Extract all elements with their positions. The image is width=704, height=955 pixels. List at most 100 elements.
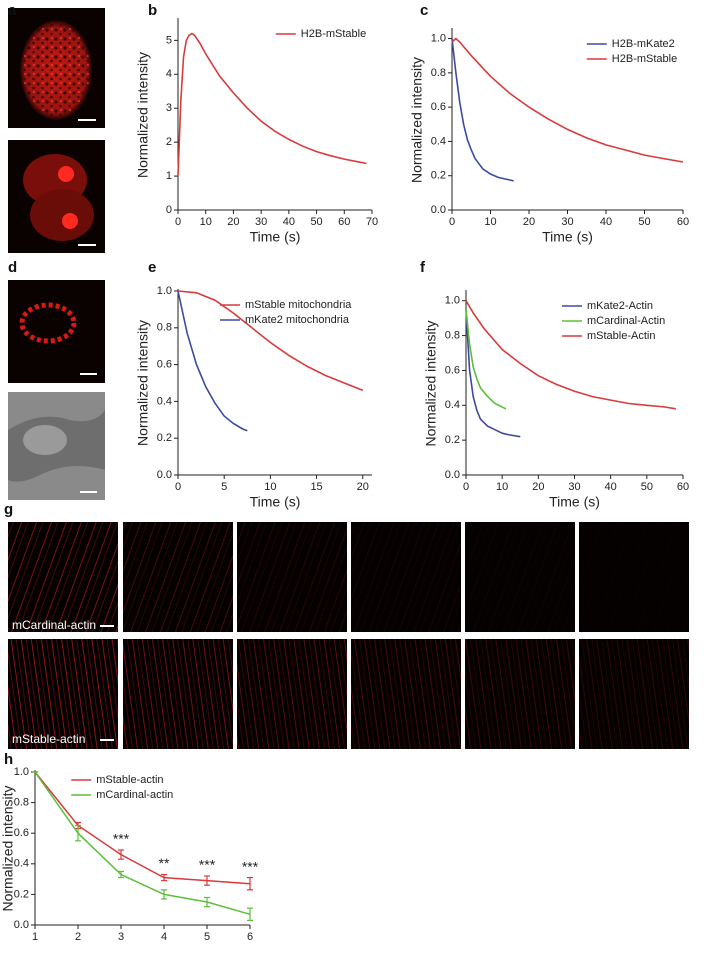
series-line [177,290,364,392]
x-tick-label: 60 [677,216,689,228]
x-tick-label: 20 [227,216,239,228]
x-tick-label: 40 [283,216,295,228]
series-line [34,771,251,885]
x-tick-label: 30 [561,216,573,228]
y-tick-label: 0.2 [431,170,446,182]
mitochondria [19,302,77,344]
x-tick-label: 50 [638,216,650,228]
annotation: *** [113,831,130,847]
y-tick-label: 0.4 [445,399,460,411]
x-axis-label: Time (s) [250,229,301,245]
y-tick-label: 0.6 [157,359,172,371]
series-line [451,37,684,163]
panel-label: b [148,2,157,19]
y-axis-label: Normalized intensity [423,320,439,446]
series-line [177,32,367,177]
y-axis-label: Normalized intensity [0,785,16,911]
y-tick-label: 0.6 [14,827,29,839]
y-tick-label: 1.0 [445,295,460,307]
x-axis-label: Time (s) [250,494,301,510]
y-tick-label: 0.8 [157,322,172,334]
y-tick-label: 0.0 [14,919,29,931]
y-tick-label: 0 [166,204,172,216]
x-tick-label: 60 [338,216,350,228]
y-tick-label: 0.4 [14,858,29,870]
cell-outline [23,425,67,455]
series-line [451,38,514,182]
x-tick-label: 30 [255,216,267,228]
y-tick-label: 5 [166,34,172,46]
x-tick-label: 2 [75,931,81,943]
y-tick-label: 0.4 [157,395,172,407]
image-texture [237,522,347,632]
image-label: mCardinal-actin [12,618,96,632]
x-tick-label: 10 [496,481,508,493]
image [579,522,689,632]
image-texture [351,522,461,632]
x-tick-label: 50 [310,216,322,228]
y-tick-label: 0.0 [157,469,172,481]
image-grid [8,522,689,749]
annotation: *** [199,857,216,873]
y-tick-label: 0.6 [445,364,460,376]
image-texture [465,522,575,632]
legend-label: H2B-mStable [612,53,677,65]
legend-label: mStable mitochondria [245,299,352,311]
panel-label: c [420,2,428,19]
x-tick-label: 40 [600,216,612,228]
series-line [34,771,251,916]
x-axis-label: Time (s) [542,229,593,245]
image-texture [237,639,347,749]
x-tick-label: 10 [484,216,496,228]
y-tick-label: 2 [166,136,172,148]
series-line [177,290,248,432]
legend-label: mKate2-Actin [587,300,653,312]
y-tick-label: 0.4 [431,135,446,147]
y-axis-label: Normalized intensity [135,320,151,446]
y-tick-label: 0.2 [445,434,460,446]
legend-label: mKate2 mitochondria [245,314,350,326]
y-axis-label: Normalized intensity [135,52,151,178]
legend-label: H2B-mKate2 [612,38,675,50]
cell [30,189,94,241]
x-tick-label: 4 [161,931,167,943]
y-tick-label: 1.0 [14,766,29,778]
image-texture [8,522,118,632]
series-line [465,309,507,410]
y-tick-label: 3 [166,102,172,114]
x-tick-label: 0 [175,481,181,493]
y-tick-label: 0.6 [431,101,446,113]
y-tick-label: 1.0 [157,285,172,297]
legend-label: mStable-actin [96,774,163,786]
panel-label: f [420,259,426,276]
panel-label: g [4,501,13,518]
legend-label: mCardinal-Actin [587,315,665,327]
image-texture [123,522,233,632]
image-texture [579,639,689,749]
x-tick-label: 6 [247,931,253,943]
y-tick-label: 0.8 [445,329,460,341]
y-tick-label: 0.8 [431,67,446,79]
annotation: *** [242,858,259,874]
image-label: mStable-actin [12,732,85,746]
x-tick-label: 10 [264,481,276,493]
panel-label: e [148,259,156,276]
panel-label: a [8,2,17,19]
x-tick-label: 70 [366,216,378,228]
x-tick-label: 20 [532,481,544,493]
x-tick-label: 40 [605,481,617,493]
x-tick-label: 0 [463,481,469,493]
y-tick-label: 0.0 [431,204,446,216]
y-tick-label: 1.0 [431,32,446,44]
x-tick-label: 0 [175,216,181,228]
y-tick-label: 0.2 [14,888,29,900]
x-tick-label: 60 [677,481,689,493]
nucleus-texture [22,22,90,118]
legend-label: mStable-Actin [587,330,655,342]
x-tick-label: 5 [221,481,227,493]
image [8,280,105,383]
x-tick-label: 50 [641,481,653,493]
annotation: ** [159,855,170,871]
image-texture [351,639,461,749]
